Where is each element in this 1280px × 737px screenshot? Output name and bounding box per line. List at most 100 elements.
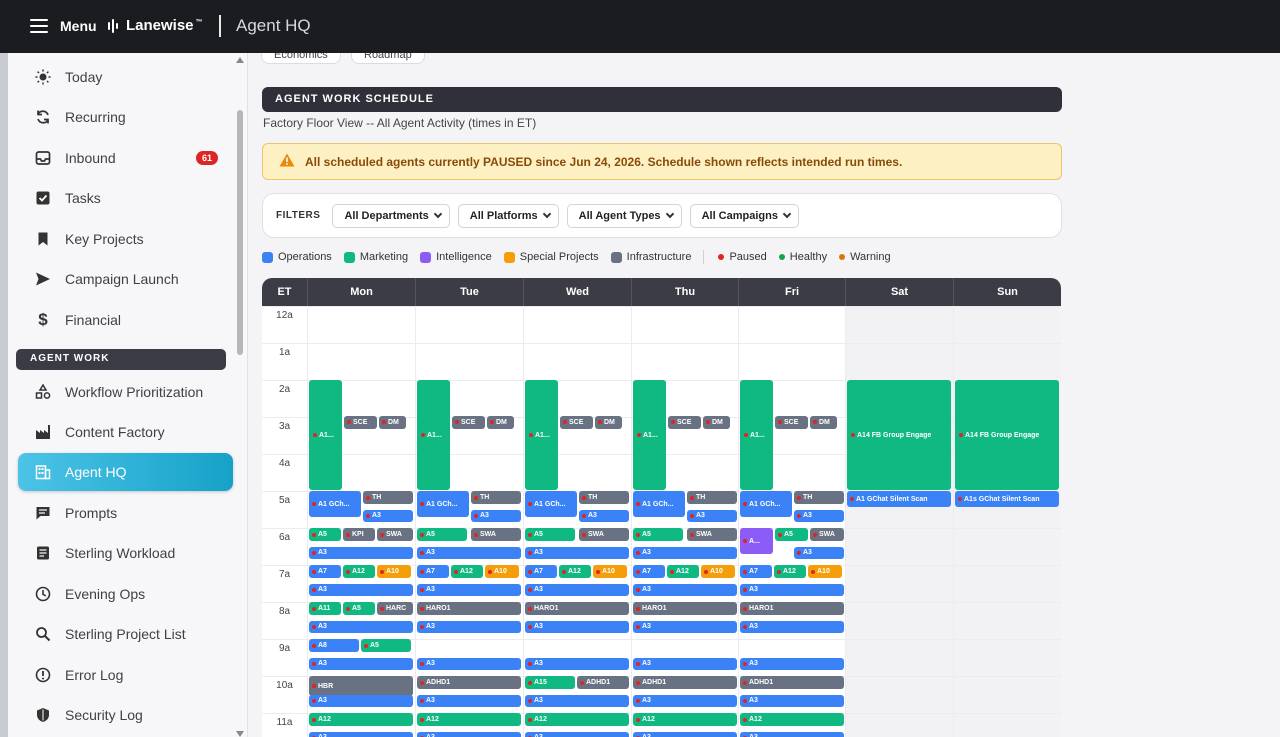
sidebar-item-workflow-prioritization[interactable]: Workflow Prioritization xyxy=(18,373,233,411)
agent-block[interactable]: A10 xyxy=(701,565,735,578)
agent-block[interactable]: A5 xyxy=(309,528,341,541)
agent-block[interactable]: DM xyxy=(810,415,837,429)
agent-block[interactable]: A3 xyxy=(633,731,737,737)
agent-block[interactable]: A3 xyxy=(471,509,521,522)
sidebar-item-agent-hq[interactable]: Agent HQ xyxy=(18,453,233,491)
agent-block[interactable]: A12 xyxy=(740,713,844,726)
agent-block[interactable]: A11 xyxy=(309,602,341,615)
agent-block[interactable]: SCE xyxy=(344,415,377,429)
agent-block[interactable]: A3 xyxy=(740,583,844,596)
platform-filter-select[interactable]: All Platforms xyxy=(457,203,559,228)
agent-block[interactable]: A3 xyxy=(633,694,737,707)
agent-block[interactable]: A... xyxy=(740,528,773,554)
agent-block[interactable]: A3 xyxy=(633,620,737,633)
agent-block[interactable]: A10 xyxy=(808,565,842,578)
agent-block[interactable]: HARC xyxy=(377,602,413,615)
agent-block[interactable]: ADHD1 xyxy=(417,676,521,689)
agent-block[interactable]: ADHD1 xyxy=(633,676,737,689)
agent-block[interactable]: A3 xyxy=(309,731,413,737)
agent-block[interactable]: SWA xyxy=(810,528,844,541)
agent-block[interactable]: SCE xyxy=(560,415,593,429)
agent-block[interactable]: A12 xyxy=(451,565,483,578)
agent-block[interactable]: A12 xyxy=(559,565,591,578)
scrollbar-thumb[interactable] xyxy=(237,110,243,355)
agent-block[interactable]: A8 xyxy=(309,639,359,652)
sidebar-item-content-factory[interactable]: Content Factory xyxy=(18,413,233,451)
agent-block[interactable]: A1... xyxy=(525,380,558,490)
campaign-filter-select[interactable]: All Campaigns xyxy=(689,203,799,228)
agent-block[interactable]: HBR xyxy=(309,676,413,696)
agent-block[interactable]: A3 xyxy=(309,546,413,559)
agent-block[interactable]: A12 xyxy=(633,713,737,726)
sidebar-item-financial[interactable]: $ Financial xyxy=(18,301,233,339)
agent-block[interactable]: SWA xyxy=(471,528,521,541)
agent-block[interactable]: A1 GCh... xyxy=(309,491,361,517)
agent-block[interactable]: A5 xyxy=(361,639,411,652)
agent-block[interactable]: A1... xyxy=(417,380,450,490)
agent-block[interactable]: A3 xyxy=(363,509,413,522)
agent-block[interactable]: HARO1 xyxy=(633,602,737,615)
agent-type-filter-select[interactable]: All Agent Types xyxy=(566,203,682,228)
agent-block[interactable]: SCE xyxy=(775,415,808,429)
sidebar-item-prompts[interactable]: Prompts xyxy=(18,494,233,532)
agent-block[interactable]: A3 xyxy=(309,583,413,596)
sidebar-scrollbar[interactable] xyxy=(234,53,246,737)
agent-block[interactable]: A14 FB Group Engage xyxy=(955,380,1059,490)
agent-block[interactable]: A1... xyxy=(309,380,342,490)
agent-block[interactable]: A15 xyxy=(525,676,575,689)
agent-block[interactable]: KPI xyxy=(343,528,375,541)
agent-block[interactable]: TH xyxy=(687,491,737,504)
agent-block[interactable]: A7 xyxy=(525,565,557,578)
agent-block[interactable]: A1 GChat Silent Scan xyxy=(847,491,951,507)
brand-logo[interactable]: Lanewise ™ xyxy=(108,17,203,34)
agent-block[interactable]: A12 xyxy=(774,565,806,578)
agent-block[interactable]: A3 xyxy=(633,546,737,559)
agent-block[interactable]: A3 xyxy=(525,546,629,559)
agent-block[interactable]: A3 xyxy=(525,657,629,670)
agent-block[interactable]: DM xyxy=(487,415,514,429)
sidebar-item-error-log[interactable]: Error Log xyxy=(18,656,233,694)
sidebar-item-tasks[interactable]: Tasks xyxy=(18,179,233,217)
agent-block[interactable]: A3 xyxy=(579,509,629,522)
agent-block[interactable]: SWA xyxy=(687,528,737,541)
agent-block[interactable]: TH xyxy=(363,491,413,504)
agent-block[interactable]: SCE xyxy=(452,415,485,429)
agent-block[interactable]: A3 xyxy=(309,694,413,707)
agent-block[interactable]: A3 xyxy=(417,546,521,559)
agent-block[interactable]: SWA xyxy=(377,528,413,541)
agent-block[interactable]: A1 GCh... xyxy=(633,491,685,517)
agent-block[interactable]: A3 xyxy=(740,620,844,633)
agent-block[interactable]: A10 xyxy=(377,565,411,578)
agent-block[interactable]: A14 FB Group Engage xyxy=(847,380,951,490)
sidebar-item-security-log[interactable]: Security Log xyxy=(18,696,233,734)
agent-block[interactable]: A5 xyxy=(633,528,683,541)
agent-block[interactable]: HARO1 xyxy=(417,602,521,615)
agent-block[interactable]: ADHD1 xyxy=(577,676,629,689)
agent-block[interactable]: A5 xyxy=(343,602,375,615)
agent-block[interactable]: A7 xyxy=(633,565,665,578)
agent-block[interactable]: A3 xyxy=(525,731,629,737)
scroll-up-arrow-icon[interactable] xyxy=(236,57,244,63)
nav-pill-economics[interactable]: Economics xyxy=(261,53,341,64)
sidebar-item-inbound[interactable]: Inbound 61 xyxy=(18,139,233,177)
agent-block[interactable]: A3 xyxy=(794,546,844,559)
sidebar-item-key-projects[interactable]: Key Projects xyxy=(18,220,233,258)
agent-block[interactable]: A12 xyxy=(343,565,375,578)
sidebar-item-campaign-launch[interactable]: Campaign Launch xyxy=(18,260,233,298)
agent-block[interactable]: SCE xyxy=(668,415,701,429)
agent-block[interactable]: TH xyxy=(471,491,521,504)
agent-block[interactable]: A3 xyxy=(740,731,844,737)
agent-block[interactable]: A1 GCh... xyxy=(525,491,577,517)
agent-block[interactable]: A1... xyxy=(740,380,773,490)
agent-block[interactable]: A12 xyxy=(667,565,699,578)
agent-block[interactable]: A3 xyxy=(417,583,521,596)
agent-block[interactable]: A5 xyxy=(775,528,808,541)
agent-block[interactable]: A3 xyxy=(740,694,844,707)
agent-block[interactable]: A5 xyxy=(417,528,467,541)
agent-block[interactable]: A3 xyxy=(309,657,413,670)
agent-block[interactable]: A3 xyxy=(525,694,629,707)
sidebar-item-evening-ops[interactable]: Evening Ops xyxy=(18,575,233,613)
agent-block[interactable]: SWA xyxy=(579,528,629,541)
agent-block[interactable]: A3 xyxy=(417,694,521,707)
agent-block[interactable]: A3 xyxy=(417,657,521,670)
